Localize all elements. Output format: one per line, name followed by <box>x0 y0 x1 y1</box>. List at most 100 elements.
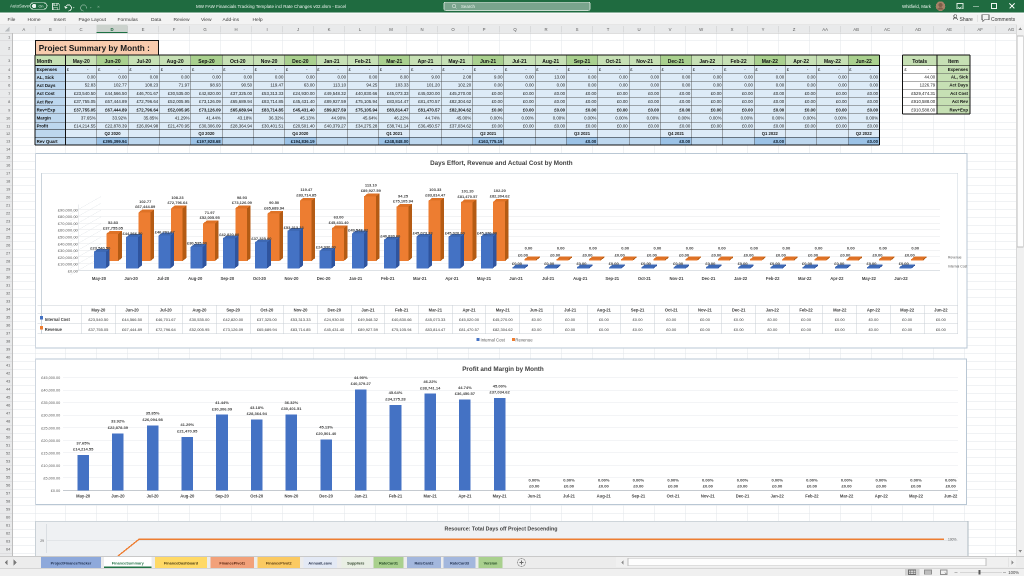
svg-text:£0.00: £0.00 <box>773 139 784 144</box>
svg-text:£0.00: £0.00 <box>737 483 748 488</box>
svg-text:£0.00: £0.00 <box>711 99 722 104</box>
svg-text:£: £ <box>411 67 414 72</box>
svg-text:G: G <box>203 27 207 32</box>
svg-text:£0.00: £0.00 <box>700 317 711 322</box>
svg-text:£82,304.62: £82,304.62 <box>490 193 511 198</box>
svg-text:64: 64 <box>6 547 11 552</box>
svg-text:0.00%: 0.00% <box>910 478 922 483</box>
svg-text:51: 51 <box>6 443 10 448</box>
svg-text:£0.00: £0.00 <box>807 483 818 488</box>
svg-text:£0.00: £0.00 <box>867 107 878 112</box>
svg-text:44.74%: 44.74% <box>458 385 472 390</box>
svg-text:100%: 100% <box>948 538 957 542</box>
svg-text:102.77: 102.77 <box>139 199 152 204</box>
svg-text:Q4 2020: Q4 2020 <box>292 131 309 136</box>
svg-text:45.00%: 45.00% <box>456 115 471 120</box>
svg-text:£163,775.19: £163,775.19 <box>478 139 503 144</box>
svg-text:£0.00: £0.00 <box>776 252 787 257</box>
svg-text:Aug-20: Aug-20 <box>192 307 207 312</box>
svg-text:Suppliers: Suppliers <box>347 561 364 565</box>
svg-text:£0.00: £0.00 <box>835 317 846 322</box>
svg-text:MW FAW Financials Tracking Tem: MW FAW Financials Tracking Template incl… <box>196 4 346 9</box>
svg-text:Jan-21: Jan-21 <box>361 307 375 312</box>
svg-text:-: - <box>744 67 746 72</box>
svg-text:103.33: 103.33 <box>429 187 442 192</box>
svg-text:Q1 2021: Q1 2021 <box>386 131 403 136</box>
svg-text:-: - <box>150 67 152 72</box>
svg-text:0.00: 0.00 <box>682 75 691 80</box>
svg-text:0.00: 0.00 <box>557 246 566 251</box>
svg-text:£0.00: £0.00 <box>742 91 753 96</box>
svg-text:Q2 2020: Q2 2020 <box>105 131 122 136</box>
svg-text:May-22: May-22 <box>900 307 915 312</box>
svg-text:£10,000.00: £10,000.00 <box>41 464 60 468</box>
svg-text:£45,431.40: £45,431.40 <box>329 220 350 225</box>
svg-text:0.00%: 0.00% <box>678 115 690 120</box>
svg-text:£40,830.66: £40,830.66 <box>392 317 413 322</box>
svg-text:FinancePivot2: FinancePivot2 <box>266 561 292 565</box>
svg-text:Jul-20: Jul-20 <box>137 59 152 65</box>
svg-text:£52,005.95: £52,005.95 <box>200 215 221 220</box>
svg-text:£0.00: £0.00 <box>666 327 677 332</box>
svg-text:Dec-21: Dec-21 <box>668 59 685 65</box>
svg-text:E: E <box>142 27 145 32</box>
svg-text:Nov-21: Nov-21 <box>669 276 684 281</box>
svg-text:8: 8 <box>8 99 10 104</box>
svg-text:45.13%: 45.13% <box>319 425 333 430</box>
svg-text:Review: Review <box>174 17 191 23</box>
svg-text:39: 39 <box>6 347 10 352</box>
svg-text:Aug-20: Aug-20 <box>180 494 195 499</box>
svg-text:Nov-20: Nov-20 <box>261 59 278 65</box>
svg-text:£0.00: £0.00 <box>647 252 658 257</box>
svg-text:9: 9 <box>8 107 10 112</box>
svg-text:Search: Search <box>461 4 475 9</box>
svg-text:Sep-21: Sep-21 <box>632 494 646 499</box>
svg-text:£910,588.00: £910,588.00 <box>911 99 936 104</box>
svg-text:0.00: 0.00 <box>369 75 378 80</box>
svg-text:48: 48 <box>6 419 10 424</box>
svg-text:0.00%: 0.00% <box>633 478 645 483</box>
svg-text:0.00: 0.00 <box>713 83 722 88</box>
svg-text:43.18%: 43.18% <box>250 405 264 410</box>
svg-text:102.20: 102.20 <box>458 83 472 88</box>
svg-text:37.65%: 37.65% <box>81 115 96 120</box>
svg-text:£0.00: £0.00 <box>773 107 784 112</box>
svg-text:103.33: 103.33 <box>395 83 409 88</box>
svg-text:£89,927.59: £89,927.59 <box>324 107 346 112</box>
svg-text:£37,755.05: £37,755.05 <box>88 327 109 332</box>
svg-text:£0.00: £0.00 <box>946 483 957 488</box>
svg-text:Jan-22: Jan-22 <box>766 307 780 312</box>
svg-text:-: - <box>337 67 339 72</box>
svg-text:£34,275.28: £34,275.28 <box>385 396 406 401</box>
svg-text:£49,548.32: £49,548.32 <box>358 317 379 322</box>
svg-text:Oct-21: Oct-21 <box>638 276 652 281</box>
svg-text:£0.00: £0.00 <box>648 99 659 104</box>
svg-text:£0.00: £0.00 <box>902 327 913 332</box>
svg-text:50: 50 <box>6 435 11 440</box>
svg-text:£20,501.40: £20,501.40 <box>293 123 315 128</box>
svg-text:£0.00: £0.00 <box>531 327 542 332</box>
svg-text:£0.00: £0.00 <box>679 91 690 96</box>
svg-text:£37,755.05: £37,755.05 <box>74 107 96 112</box>
svg-text:Sep-21: Sep-21 <box>631 307 645 312</box>
svg-text:May-21: May-21 <box>477 276 492 281</box>
svg-text:£0.00: £0.00 <box>808 252 819 257</box>
svg-text:£24,930.00: £24,930.00 <box>293 91 315 96</box>
svg-text:£0.00: £0.00 <box>842 483 853 488</box>
svg-text:£20,000.00: £20,000.00 <box>41 439 60 443</box>
svg-text:£0.00: £0.00 <box>738 261 749 266</box>
svg-text:29: 29 <box>40 539 44 543</box>
svg-text:0.00%: 0.00% <box>490 115 502 120</box>
svg-text:23: 23 <box>6 219 10 224</box>
svg-text:Act Cost: Act Cost <box>37 91 56 96</box>
svg-text:£0.00: £0.00 <box>801 327 812 332</box>
svg-text:0.00: 0.00 <box>815 246 824 251</box>
svg-text:-: - <box>556 67 558 72</box>
svg-text:£46,701.67: £46,701.67 <box>155 229 176 234</box>
svg-text:13: 13 <box>6 139 10 144</box>
svg-text:Nov-21: Nov-21 <box>698 307 713 312</box>
svg-text:-: - <box>400 67 402 72</box>
svg-text:AutoSave: AutoSave <box>10 4 30 9</box>
svg-text:P: P <box>483 27 486 32</box>
svg-text:£0.00: £0.00 <box>586 139 597 144</box>
